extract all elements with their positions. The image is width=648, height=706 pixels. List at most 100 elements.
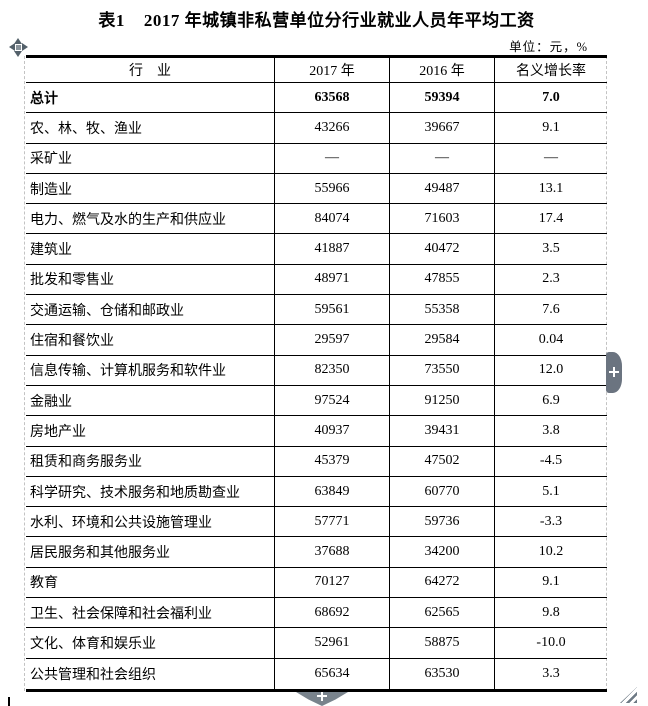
cell-y2016[interactable]: 71603 [390,204,495,234]
header-growth[interactable]: 名义增长率 [516,64,586,79]
cell-growth[interactable]: 3.8 [542,422,560,438]
cell-y2017[interactable]: 29597 [275,325,390,355]
cell-industry[interactable]: 文化、体育和娱乐业 [26,628,275,658]
cell-growth[interactable]: 17.4 [538,210,564,226]
cell-industry[interactable]: 制造业 [26,173,275,204]
cell-industry[interactable]: 农、林、牧、渔业 [26,113,275,143]
cell-growth[interactable]: 5.1 [542,483,560,499]
cell-growth[interactable]: 9.8 [542,604,560,620]
cell-y2016[interactable]: 91250 [390,385,495,416]
cell-growth[interactable]: 13.1 [538,180,564,196]
cell-y2016[interactable]: 39667 [390,113,495,143]
cell-growth[interactable]: 6.9 [542,392,560,408]
cell-y2017[interactable]: 40937 [275,416,390,446]
header-2016[interactable]: 2016 年 [390,58,495,82]
cell-y2016[interactable]: 34200 [390,537,495,567]
cell-growth[interactable]: 0.04 [538,332,564,348]
cell-growth[interactable]: 10.2 [538,544,564,560]
header-industry[interactable]: 行 业 [26,58,275,82]
cell-y2017[interactable]: 97524 [275,385,390,416]
cell-y2017[interactable]: 43266 [275,113,390,143]
cell-y2016[interactable]: 47855 [390,264,495,295]
cell-growth[interactable]: 3.3 [542,665,560,681]
cell-growth[interactable]: -4.5 [539,453,563,469]
cell-y2017[interactable]: — [275,143,390,173]
cell-growth[interactable]: 7.6 [542,301,560,317]
cell-y2016[interactable]: 73550 [390,355,495,385]
cell-growth[interactable]: 7.0 [542,89,560,105]
cell-industry[interactable]: 居民服务和其他服务业 [26,537,275,567]
cell-industry[interactable]: 公共管理和社会组织 [26,658,275,689]
arrow-up-icon [14,38,22,44]
cell-y2016[interactable]: 29584 [390,325,495,355]
cell-industry[interactable]: 教育 [26,567,275,598]
table-move-handle[interactable] [9,38,28,57]
cell-y2016[interactable]: 58875 [390,628,495,658]
cell-growth[interactable]: -3.3 [539,513,563,529]
cell-y2017[interactable]: 68692 [275,598,390,628]
cell-y2016[interactable]: 39431 [390,416,495,446]
plus-icon [317,692,327,701]
cell-industry[interactable]: 住宿和餐饮业 [26,325,275,355]
cell-industry[interactable]: 建筑业 [26,234,275,264]
cell-industry[interactable]: 金融业 [26,385,275,416]
cell-y2016[interactable]: 63530 [390,658,495,689]
table-resize-grip[interactable] [620,687,637,703]
cell-growth[interactable]: 9.1 [542,574,560,590]
cell-y2017[interactable]: 48971 [275,264,390,295]
cell-growth[interactable]: 12.0 [538,362,564,378]
cell-y2017[interactable]: 63568 [275,83,390,113]
cell-y2017[interactable]: 45379 [275,446,390,476]
cell-y2017[interactable]: 57771 [275,507,390,537]
table-row: 电力、燃气及水的生产和供应业 84074 71603 17.4 [26,204,607,235]
cell-y2016[interactable]: 55358 [390,295,495,325]
table-row: 制造业 55966 49487 13.1 [26,173,607,205]
cell-y2016[interactable]: — [390,143,495,173]
cell-y2017[interactable]: 63849 [275,476,390,507]
cell-y2016[interactable]: 60770 [390,476,495,507]
cell-y2016[interactable]: 64272 [390,567,495,598]
scroll-plus-handle[interactable] [606,352,622,393]
cell-industry[interactable]: 总计 [26,83,275,113]
table-row: 卫生、社会保障和社会福利业 68692 62565 9.8 [26,598,607,629]
table-row: 租赁和商务服务业 45379 47502 -4.5 [26,446,607,477]
header-2017[interactable]: 2017 年 [275,58,390,82]
cell-y2016[interactable]: 40472 [390,234,495,264]
cell-y2016[interactable]: 59736 [390,507,495,537]
wage-table: 行 业 2017 年 2016 年 名义增长率 总计 63568 59394 7.0 农… [26,55,607,692]
cell-growth[interactable]: -10.0 [536,634,566,650]
cell-growth[interactable]: — [544,150,558,166]
plus-icon [609,367,619,377]
cell-y2017[interactable]: 41887 [275,234,390,264]
cell-industry[interactable]: 卫生、社会保障和社会福利业 [26,598,275,628]
table-row: 居民服务和其他服务业 37688 34200 10.2 [26,537,607,568]
cell-industry[interactable]: 科学研究、技术服务和地质勘查业 [26,476,275,507]
cell-growth[interactable]: 3.5 [542,241,560,257]
cell-y2017[interactable]: 52961 [275,628,390,658]
cell-y2017[interactable]: 82350 [275,355,390,385]
table-row: 科学研究、技术服务和地质勘查业 63849 60770 5.1 [26,476,607,508]
cell-y2017[interactable]: 70127 [275,567,390,598]
cell-industry[interactable]: 信息传输、计算机服务和软件业 [26,355,275,385]
cell-y2017[interactable]: 55966 [275,173,390,204]
table-header-row: 行 业 2017 年 2016 年 名义增长率 [26,58,607,83]
cell-y2016[interactable]: 47502 [390,446,495,476]
cell-growth[interactable]: 2.3 [542,271,560,287]
cell-industry[interactable]: 电力、燃气及水的生产和供应业 [26,204,275,234]
cell-y2016[interactable]: 62565 [390,598,495,628]
cell-y2017[interactable]: 84074 [275,204,390,234]
cell-y2017[interactable]: 65634 [275,658,390,689]
cell-y2017[interactable]: 59561 [275,295,390,325]
cell-y2016[interactable]: 59394 [390,83,495,113]
table-row: 采矿业 — — — [26,143,607,174]
cell-industry[interactable]: 房地产业 [26,416,275,446]
cell-industry[interactable]: 水利、环境和公共设施管理业 [26,507,275,537]
cell-industry[interactable]: 租赁和商务服务业 [26,446,275,476]
insert-row-handle[interactable] [296,692,348,706]
cell-growth[interactable]: 9.1 [542,119,560,135]
cell-industry[interactable]: 采矿业 [26,143,275,173]
cell-y2017[interactable]: 37688 [275,537,390,567]
cell-industry[interactable]: 交通运输、仓储和邮政业 [26,295,275,325]
cell-y2016[interactable]: 49487 [390,173,495,204]
cell-industry[interactable]: 批发和零售业 [26,264,275,295]
